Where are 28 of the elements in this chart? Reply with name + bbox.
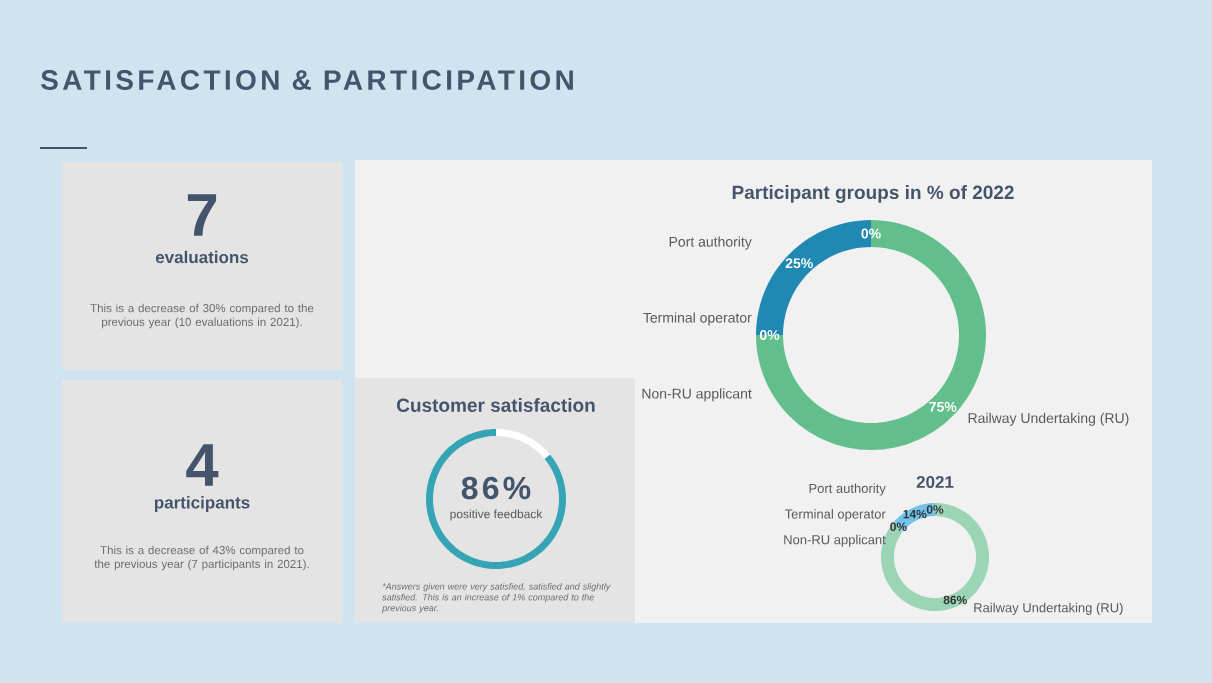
text: 0% [861, 228, 881, 239]
text: 7 [187, 194, 217, 236]
text: *Answers given were very satisfied, satisfied and slightly satisfied. This is an increase of 1% compared to the previous year. [381, 583, 611, 613]
slice-label: positive feedback [450, 509, 543, 521]
slice-label: Terminal operator [784, 509, 886, 522]
text: 0% [926, 505, 944, 514]
chart-title: Participant groups in % of 2022 [732, 185, 1014, 203]
text: This is a decrease of 43% compared to the previous year (7 participants in 2021). [94, 545, 309, 571]
data-label: 86% [461, 476, 531, 500]
text: SATISFACTION & PARTICIPATION [41, 70, 573, 90]
text: 4 [186, 444, 219, 486]
data-label: 25% [785, 258, 813, 269]
text: This is a decrease of 30% compared to the previous year (10 evaluations in 2021). [90, 303, 314, 329]
text: 0% [759, 330, 780, 340]
data-label: 14% [903, 509, 927, 519]
slice-label: Railway Undertaking (RU) [974, 602, 1123, 615]
category-label: Port authority [809, 483, 886, 496]
text: 0% [890, 522, 907, 531]
slice-label: Terminal operator [643, 312, 752, 326]
data-label: 75% [929, 401, 957, 412]
category-label: Port authority [669, 236, 752, 250]
text: participants [154, 496, 250, 512]
data-label: 86% [943, 595, 967, 605]
category-label: Non-RU applicant [642, 388, 752, 402]
text: evaluations [155, 250, 249, 264]
slice-label: Railway Undertaking (RU) [968, 412, 1129, 426]
chart-title: 2021 [916, 475, 954, 489]
chart-title: Customer satisfaction [397, 398, 595, 412]
